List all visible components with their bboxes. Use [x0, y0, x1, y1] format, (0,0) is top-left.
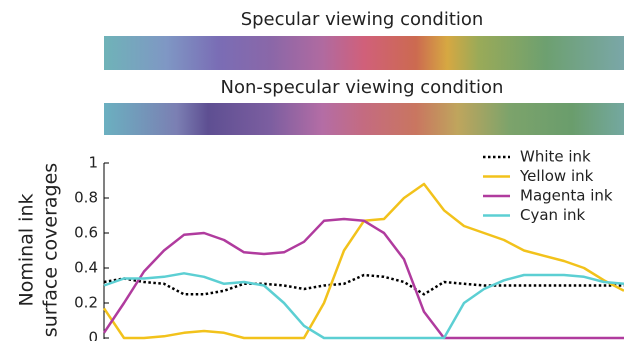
legend-label: White ink	[520, 148, 591, 166]
series-line	[104, 273, 624, 338]
strip-title: Non-specular viewing condition	[221, 77, 504, 98]
strip-title: Specular viewing condition	[241, 9, 484, 30]
y-tick-label: 0	[88, 329, 98, 341]
chart: Specular viewing condition Non-specular …	[0, 0, 624, 341]
series-line	[104, 219, 624, 338]
color-strip	[104, 36, 624, 70]
y-axis-label: Nominal ink surface coverages	[16, 163, 62, 337]
y-tick-label: 1	[88, 154, 98, 172]
y-label-line: Nominal ink	[16, 194, 38, 307]
legend-label: Yellow ink	[519, 167, 594, 185]
series-line	[104, 275, 624, 294]
legend-label: Magenta ink	[520, 187, 613, 205]
legend-label: Cyan ink	[520, 206, 585, 224]
y-tick-label: 0.4	[74, 259, 98, 277]
y-tick-label: 0.2	[74, 294, 98, 312]
color-strip	[104, 103, 624, 135]
y-label-line: surface coverages	[40, 163, 62, 337]
y-tick-label: 0.6	[74, 224, 98, 242]
y-tick-label: 0.8	[74, 189, 98, 207]
